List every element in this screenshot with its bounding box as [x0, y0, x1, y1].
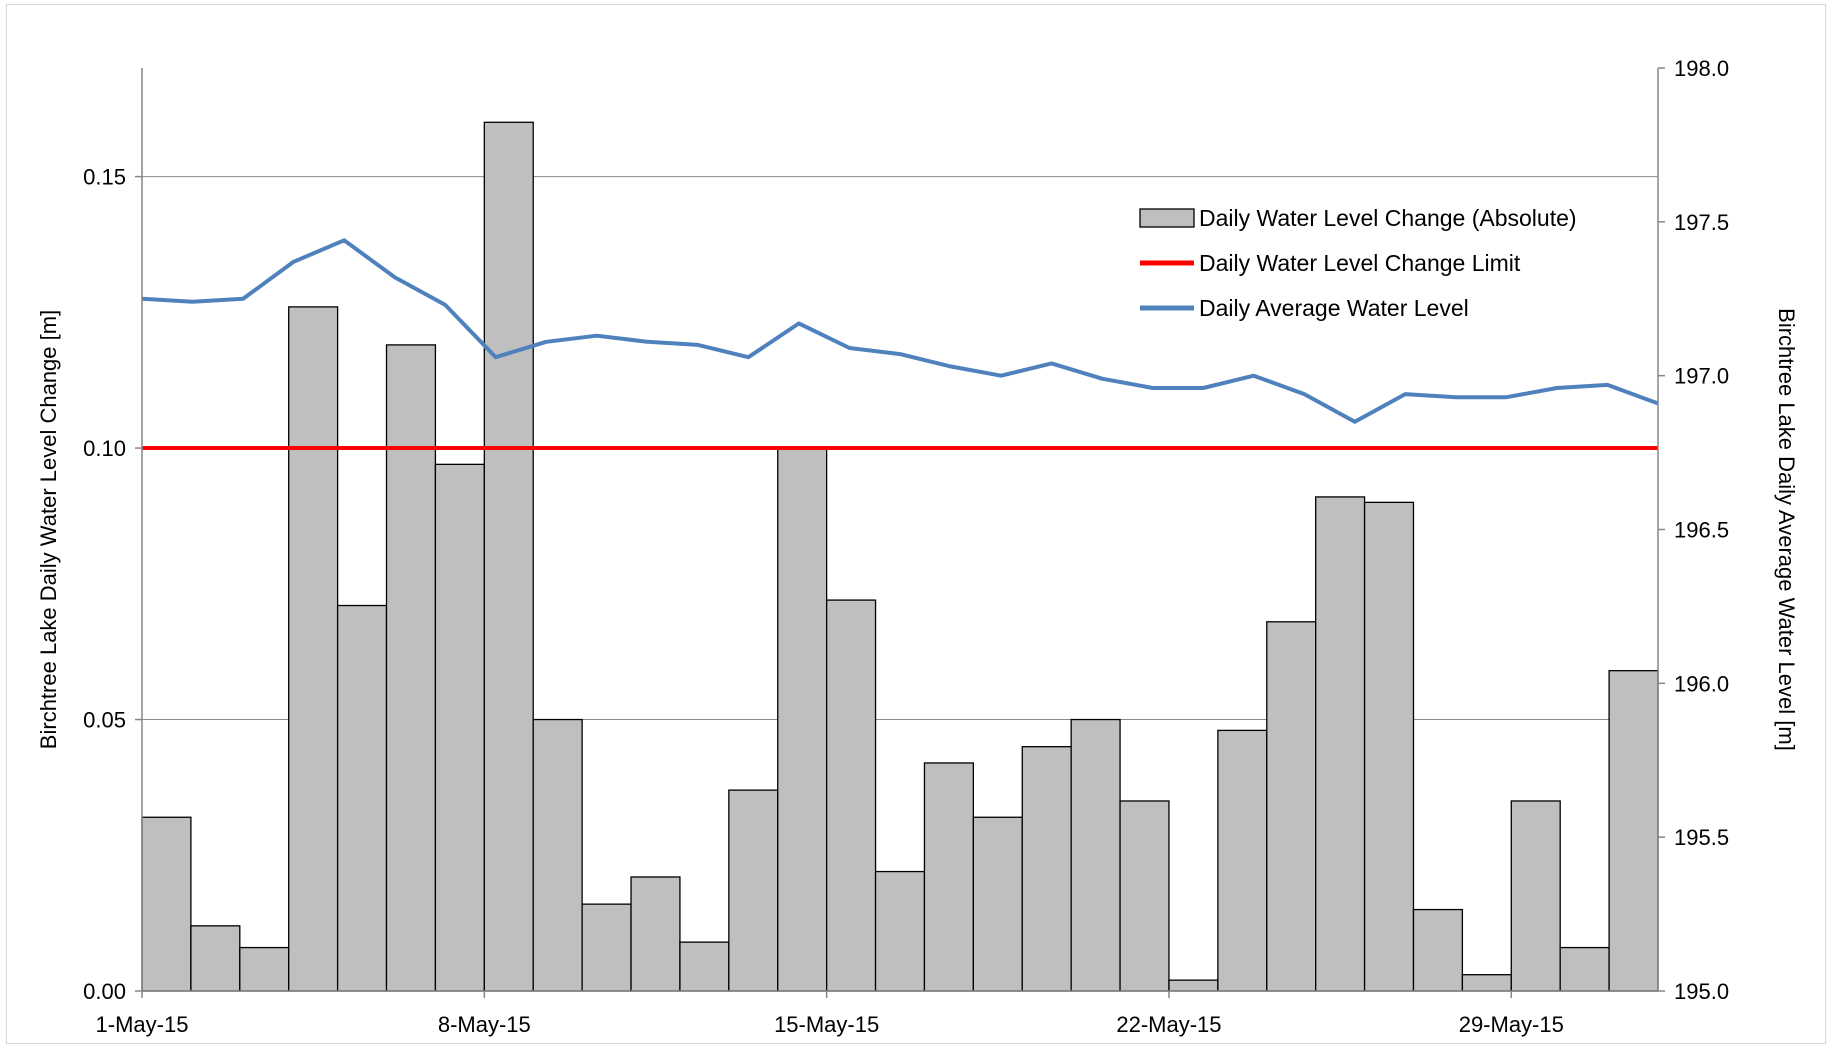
y-left-tick-label: 0.00 [83, 979, 126, 1004]
x-tick-label: 15-May-15 [774, 1012, 879, 1037]
bar-7-May-15 [434, 463, 485, 992]
y-left-tick-label: 0.15 [83, 165, 126, 190]
x-tick-label: 22-May-15 [1116, 1012, 1221, 1037]
x-tick-label: 8-May-15 [438, 1012, 531, 1037]
axes [135, 67, 1665, 998]
bar-18-May-15 [972, 816, 1023, 992]
y-right-tick-label: 196.0 [1674, 671, 1729, 696]
legend-label-bars: Daily Water Level Change (Absolute) [1199, 205, 1577, 231]
bar-26-May-15 [1363, 501, 1415, 992]
bar-27-May-15 [1412, 908, 1464, 992]
chart-frame [6, 4, 1826, 1044]
bar-3-May-15 [239, 946, 290, 992]
bar-13-May-15 [728, 789, 779, 992]
bar-28-May-15 [1461, 974, 1512, 992]
bar-4-May-15 [288, 306, 339, 992]
bar-6-May-15 [385, 344, 437, 992]
y-axis-left-title: Birchtree Lake Daily Water Level Change … [36, 310, 61, 749]
bar-11-May-15 [630, 876, 681, 992]
legend-swatch-bars [1139, 208, 1195, 228]
bar-23-May-15 [1217, 729, 1268, 992]
y-right-tick-label: 196.5 [1674, 518, 1729, 543]
average-level-line [141, 238, 1659, 424]
y-right-tick-label: 197.5 [1674, 210, 1729, 235]
bar-31-May-15 [1608, 670, 1659, 992]
bar-21-May-15 [1119, 800, 1170, 992]
y-left-tick-label: 0.05 [83, 708, 126, 733]
bar-10-May-15 [581, 903, 632, 992]
bar-17-May-15 [923, 762, 975, 992]
bar-22-May-15 [1168, 979, 1219, 992]
bar-2-May-15 [190, 925, 241, 992]
y-right-tick-label: 195.0 [1674, 979, 1729, 1004]
bar-series [141, 121, 1659, 992]
bar-30-May-15 [1559, 946, 1610, 992]
legend-label-limit: Daily Water Level Change Limit [1199, 250, 1521, 276]
bar-15-May-15 [825, 599, 877, 992]
bar-1-May-15 [141, 816, 192, 992]
bar-5-May-15 [336, 604, 388, 992]
bar-20-May-15 [1070, 718, 1121, 992]
legend: Daily Water Level Change (Absolute) Dail… [1139, 205, 1577, 321]
y-left-tick-label: 0.10 [83, 436, 126, 461]
y-axis-right-title: Birchtree Lake Daily Average Water Level… [1774, 308, 1799, 751]
y-right-tick-label: 195.5 [1674, 825, 1729, 850]
bar-16-May-15 [874, 870, 926, 992]
x-tick-label: 29-May-15 [1459, 1012, 1564, 1037]
legend-label-level: Daily Average Water Level [1199, 295, 1469, 321]
average-level-series [141, 238, 1659, 424]
bar-12-May-15 [679, 941, 730, 992]
bar-14-May-15 [777, 447, 828, 992]
bar-25-May-15 [1315, 496, 1366, 992]
bar-29-May-15 [1510, 800, 1561, 992]
bar-19-May-15 [1021, 746, 1072, 992]
bar-8-May-15 [483, 121, 534, 992]
y-right-tick-label: 198.0 [1674, 56, 1729, 81]
x-tick-label: 1-May-15 [96, 1012, 189, 1037]
y-right-tick-label: 197.0 [1674, 364, 1729, 389]
bar-9-May-15 [532, 718, 583, 992]
tick-labels: 0.00 0.05 0.10 0.15 195.0 195.5 196.0 196.5 197.… [83, 56, 1729, 1037]
bar-24-May-15 [1266, 621, 1317, 992]
